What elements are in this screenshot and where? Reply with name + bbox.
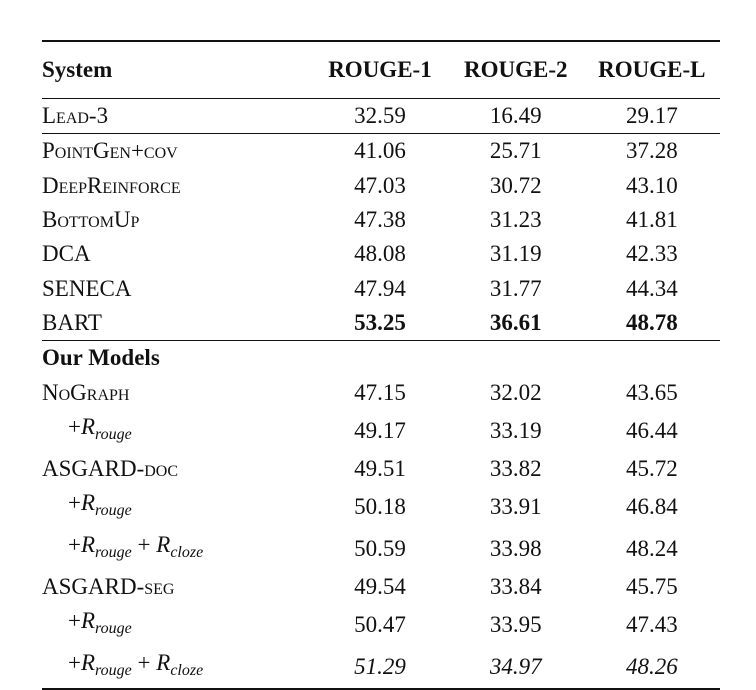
rouge2-value: 33.91 — [489, 493, 542, 519]
table-row: PointGen+cov 41.06 25.71 37.28 — [42, 133, 720, 169]
rougeL-value: 45.75 — [625, 574, 678, 600]
table-row: Lead-3 32.59 16.49 29.17 — [42, 98, 720, 134]
system-variant: +Rrouge — [68, 489, 132, 519]
table-row: NoGraph 47.15 32.02 43.65 — [42, 375, 720, 409]
rouge2-value: 33.19 — [489, 417, 542, 443]
rouge1-value: 49.54 — [354, 574, 406, 600]
rouge2-value: 32.02 — [489, 379, 542, 405]
rouge1-value: 48.08 — [354, 241, 406, 267]
header-row: System ROUGE-1 ROUGE-2 ROUGE-L — [42, 41, 720, 99]
rouge1-value: 50.47 — [354, 612, 406, 638]
rougeL-value: 48.24 — [625, 535, 678, 561]
system-name: ASGARD-doc — [42, 455, 179, 481]
rouge1-value: 41.06 — [354, 138, 406, 164]
table-row: SENECA 47.94 31.77 44.34 — [42, 271, 720, 305]
table-row: +Rrouge + Rcloze 50.59 33.98 48.24 — [42, 528, 720, 570]
system-variant: +Rrouge — [68, 608, 132, 638]
header-system: System — [42, 57, 113, 82]
rouge1-value: 47.03 — [354, 172, 406, 198]
table-row: BottomUp 47.38 31.23 41.81 — [42, 203, 720, 237]
rouge2-value: 31.77 — [489, 275, 542, 301]
rouge2-value: 34.97 — [489, 654, 542, 680]
rouge2-value: 33.95 — [489, 612, 542, 638]
table-row: +Rrouge + Rcloze 51.29 34.97 48.26 — [42, 646, 720, 690]
system-name: NoGraph — [42, 379, 130, 405]
system-name: DeepReinforce — [42, 172, 181, 198]
system-variant: +Rrouge — [68, 413, 132, 443]
rougeL-value: 46.44 — [625, 417, 678, 443]
rougeL-value: 46.84 — [625, 493, 678, 519]
header-rouge2: ROUGE-2 — [464, 57, 568, 82]
system-name: SENECA — [42, 275, 132, 301]
rouge2-value: 16.49 — [489, 103, 542, 129]
rouge2-value: 36.61 — [489, 309, 542, 335]
rouge2-value: 33.82 — [489, 455, 542, 481]
rouge1-value: 53.25 — [354, 309, 406, 335]
rouge1-value: 47.38 — [354, 207, 406, 233]
rouge1-value: 47.94 — [354, 275, 406, 301]
rouge2-value: 25.71 — [489, 138, 542, 164]
system-name: PointGen+cov — [42, 138, 178, 164]
rouge2-value: 33.84 — [489, 574, 542, 600]
header-rouge1: ROUGE-1 — [328, 57, 432, 82]
table-row: +Rrouge 50.18 33.91 46.84 — [42, 486, 720, 528]
rouge1-value: 47.15 — [354, 379, 406, 405]
system-variant: +Rrouge + Rcloze — [68, 531, 204, 561]
rougeL-value: 42.33 — [625, 241, 678, 267]
rougeL-value: 47.43 — [625, 612, 678, 638]
table-row: ASGARD-seg 49.54 33.84 45.75 — [42, 570, 720, 604]
system-name: Lead-3 — [42, 103, 109, 129]
header-rougeL: ROUGE-L — [598, 57, 706, 82]
rouge1-value: 32.59 — [354, 103, 406, 129]
rougeL-value: 48.26 — [625, 654, 678, 680]
system-name: ASGARD-seg — [42, 574, 175, 600]
section-title: Our Models — [42, 345, 160, 371]
system-name: BART — [42, 309, 102, 335]
table-row: ASGARD-doc 49.51 33.82 45.72 — [42, 452, 720, 486]
rouge1-value: 51.29 — [354, 654, 406, 680]
rougeL-value: 41.81 — [625, 207, 678, 233]
rouge2-value: 30.72 — [489, 172, 542, 198]
rougeL-value: 48.78 — [625, 309, 678, 335]
table-row: DeepReinforce 47.03 30.72 43.10 — [42, 169, 720, 203]
rougeL-value: 45.72 — [625, 455, 678, 481]
rougeL-value: 37.28 — [625, 138, 678, 164]
system-variant: +Rrouge + Rcloze — [68, 650, 204, 680]
system-name: BottomUp — [42, 207, 140, 233]
rouge1-value: 49.51 — [354, 455, 406, 481]
rougeL-value: 29.17 — [625, 103, 678, 129]
rougeL-value: 44.34 — [625, 275, 678, 301]
rouge2-value: 33.98 — [489, 535, 542, 561]
rougeL-value: 43.10 — [625, 172, 678, 198]
table-row: +Rrouge 49.17 33.19 46.44 — [42, 410, 720, 452]
rouge2-value: 31.19 — [489, 241, 542, 267]
system-name: DCA — [42, 241, 91, 267]
table-row: +Rrouge 50.47 33.95 47.43 — [42, 604, 720, 646]
rougeL-value: 43.65 — [625, 379, 678, 405]
table-row: BART 53.25 36.61 48.78 — [42, 306, 720, 341]
section-header-row: Our Models — [42, 340, 720, 376]
rouge2-value: 31.23 — [489, 207, 542, 233]
table-row: DCA 48.08 31.19 42.33 — [42, 237, 720, 271]
results-table-container: System ROUGE-1 ROUGE-2 ROUGE-L Lead-3 32… — [42, 40, 720, 690]
rouge1-value: 50.59 — [354, 535, 406, 561]
rouge1-value: 50.18 — [354, 493, 406, 519]
results-table: System ROUGE-1 ROUGE-2 ROUGE-L Lead-3 32… — [42, 40, 720, 690]
rouge1-value: 49.17 — [354, 417, 406, 443]
